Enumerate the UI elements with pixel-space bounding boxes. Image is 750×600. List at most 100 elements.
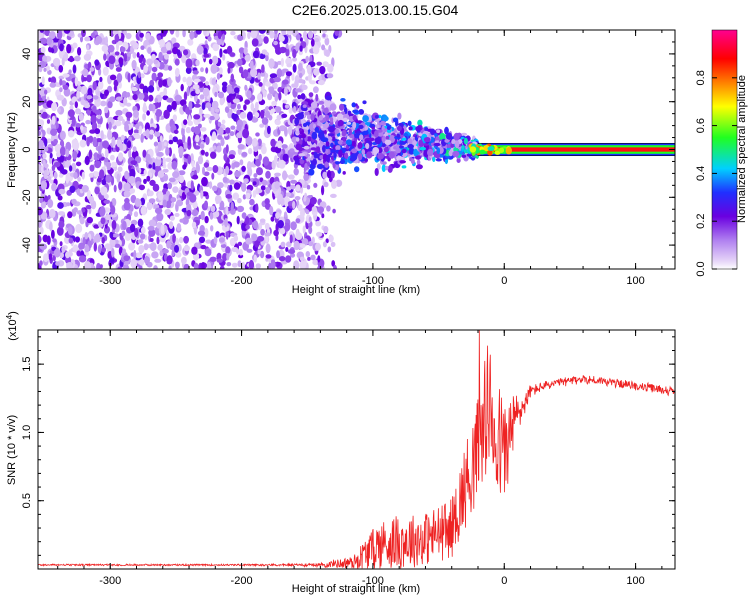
heatmap-cell — [388, 151, 395, 159]
heatmap-cell — [193, 190, 200, 196]
heatmap-cell — [188, 100, 193, 111]
heatmap-cell — [229, 184, 233, 192]
heatmap-cell — [45, 65, 50, 72]
heatmap-cell — [297, 99, 304, 102]
heatmap-cell — [40, 180, 48, 190]
heatmap-cell — [401, 148, 407, 154]
heatmap-cell — [286, 241, 292, 248]
heatmap-cell — [214, 91, 218, 98]
heatmap-cell — [343, 117, 348, 123]
heatmap-cell — [93, 152, 99, 161]
heatmap-cell — [239, 159, 244, 166]
heatmap-cell — [46, 37, 53, 46]
heatmap-cell — [128, 136, 132, 141]
heatmap-cell — [113, 184, 117, 193]
heatmap-cell — [81, 30, 86, 38]
heatmap-cell — [463, 149, 468, 153]
heatmap-cell — [323, 181, 329, 188]
heatmap-cell — [148, 228, 156, 237]
heatmap-cell — [69, 105, 74, 110]
heatmap-cell — [101, 179, 107, 186]
heatmap-cell — [209, 115, 215, 121]
heatmap-cell — [260, 109, 265, 119]
heatmap-cell — [361, 149, 366, 155]
heatmap-cell — [230, 201, 234, 212]
heatmap-cell — [52, 238, 57, 243]
heatmap-cell — [313, 68, 320, 76]
heatmap-cell — [380, 120, 386, 126]
heatmap-cell — [44, 163, 49, 169]
heatmap-cell — [199, 94, 205, 100]
heatmap-cell — [57, 211, 65, 216]
heatmap-cell — [72, 244, 79, 253]
heatmap-cell — [137, 218, 144, 227]
heatmap-cell — [324, 98, 332, 108]
figure-title: C2E6.2025.013.00.15.G04 — [291, 2, 459, 18]
heatmap-cell — [148, 64, 152, 72]
heatmap-cell — [147, 225, 155, 231]
heatmap-cell — [151, 53, 156, 61]
heatmap-cell — [332, 161, 336, 169]
heatmap-cell — [111, 233, 120, 238]
heatmap-cell — [284, 211, 287, 218]
heatmap-cell — [105, 161, 112, 168]
heatmap-cell — [59, 252, 64, 259]
heatmap-cell — [110, 205, 116, 215]
heatmap-cell — [342, 171, 346, 175]
heatmap-cell — [229, 131, 235, 137]
heatmap-cell — [285, 48, 290, 57]
heatmap-cell — [292, 48, 297, 59]
heatmap-cell — [359, 134, 364, 141]
heatmap-cell — [129, 188, 136, 194]
heatmap-cell — [193, 103, 201, 108]
heatmap-cell — [241, 165, 246, 172]
heatmap-cell — [43, 67, 47, 72]
heatmap-cell — [72, 42, 78, 49]
heatmap-cell — [202, 87, 210, 97]
heatmap-cell — [43, 253, 49, 262]
heatmap-cell — [92, 95, 99, 100]
heatmap-cell — [160, 46, 168, 53]
heatmap-cell — [292, 57, 298, 62]
heatmap-cell — [75, 223, 83, 234]
heatmap-cell — [334, 30, 340, 37]
snr-series-line — [38, 330, 675, 569]
heatmap-cell — [446, 144, 451, 149]
heatmap-cell — [277, 193, 283, 202]
heatmap-cell — [448, 150, 453, 157]
heatmap-cell — [241, 222, 245, 231]
heatmap-cell — [146, 175, 151, 182]
heatmap-cell — [330, 193, 337, 198]
heatmap-cell — [436, 129, 441, 134]
heatmap-cell — [66, 43, 72, 54]
heatmap-cell — [333, 264, 337, 269]
heatmap-cell — [211, 100, 219, 110]
heatmap-cell — [83, 103, 91, 109]
heatmap-cell — [81, 171, 85, 180]
heatmap-cell — [274, 172, 281, 177]
heatmap-cell — [279, 46, 287, 54]
heatmap-cell — [314, 126, 320, 133]
heatmap-cell — [358, 124, 364, 129]
heatmap-cell — [310, 197, 317, 205]
heatmap-cell — [263, 36, 269, 44]
heatmap-cell — [137, 71, 141, 79]
heatmap-cell — [407, 144, 415, 149]
heatmap-cell — [295, 126, 299, 132]
heatmap-cell — [401, 165, 407, 169]
heatmap-cell — [330, 149, 336, 153]
heatmap-cell — [128, 242, 136, 251]
heatmap-cell — [225, 127, 231, 134]
heatmap-cell — [201, 176, 208, 187]
heatmap-cell — [335, 145, 341, 151]
heatmap-cell — [89, 164, 95, 172]
heatmap-cell — [289, 234, 293, 244]
heatmap-cell — [282, 99, 288, 104]
heatmap-cell — [156, 212, 164, 222]
heatmap-cell — [131, 59, 137, 70]
heatmap-cell — [211, 78, 216, 86]
heatmap-cell — [43, 169, 48, 180]
heatmap-cell — [238, 66, 244, 74]
heatmap-cell — [375, 124, 380, 129]
heatmap-cell — [118, 57, 124, 65]
